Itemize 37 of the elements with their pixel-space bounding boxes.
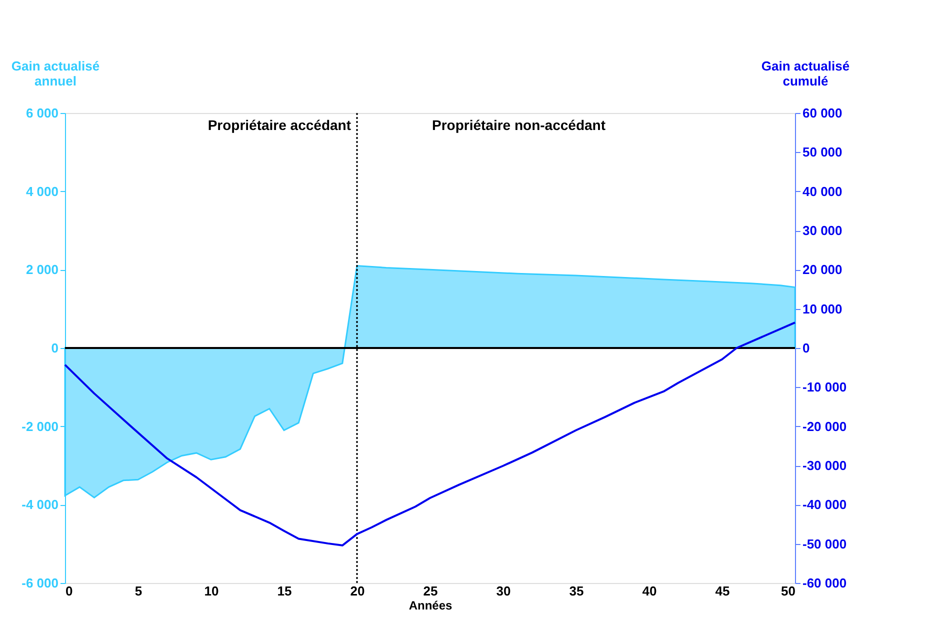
y-tick-label: -2 000	[22, 418, 58, 434]
annotation: Propriétaire accédant	[208, 117, 352, 133]
y2-tick-label: -60 000	[802, 576, 847, 590]
y-tick-label: 0	[51, 340, 58, 356]
y-tick-label: -4 000	[22, 497, 58, 512]
y-tick-label: 6 000	[26, 106, 58, 120]
y-axis-title: Gain actualisé annuel	[11, 58, 100, 88]
x-tick-label: 50	[781, 584, 796, 598]
x-tick-label: 15	[277, 584, 292, 598]
y2-tick-label: 50 000	[802, 144, 842, 160]
y2-tick-label: 30 000	[802, 223, 842, 238]
x-tick-label: 30	[496, 584, 511, 598]
y2-tick-label: -50 000	[802, 536, 847, 552]
annotation: Propriétaire non-accédant	[432, 117, 606, 133]
y2-tick-label: 40 000	[802, 184, 842, 199]
y-tick-label: 2 000	[26, 262, 58, 278]
x-tick-label: 5	[134, 584, 142, 598]
x-tick-label: 45	[715, 584, 730, 598]
y2-tick-label: -30 000	[802, 458, 847, 473]
x-tick-label: 20	[350, 584, 365, 598]
x-tick-label: 35	[569, 584, 584, 598]
y2-tick-label: 10 000	[802, 301, 842, 316]
x-axis-title: Années	[408, 598, 452, 612]
y2-tick-label: 20 000	[802, 262, 842, 278]
y2-axis-title: Gain actualisé cumulé	[761, 58, 850, 88]
x-tick-label: 25	[423, 584, 438, 598]
line-series	[64, 322, 796, 546]
y-tick-label: 4 000	[26, 184, 58, 199]
y2-tick-label: 60 000	[802, 106, 842, 120]
y2-tick-label: -20 000	[802, 418, 847, 434]
y-tick-label: -6 000	[22, 576, 58, 590]
x-tick-label: 40	[642, 584, 657, 598]
y2-tick-label: -40 000	[802, 497, 847, 512]
y2-tick-label: 0	[802, 340, 810, 356]
y2-tick-label: -10 000	[802, 380, 847, 395]
x-tick-label: 10	[204, 584, 219, 598]
x-tick-label: 0	[66, 584, 73, 598]
